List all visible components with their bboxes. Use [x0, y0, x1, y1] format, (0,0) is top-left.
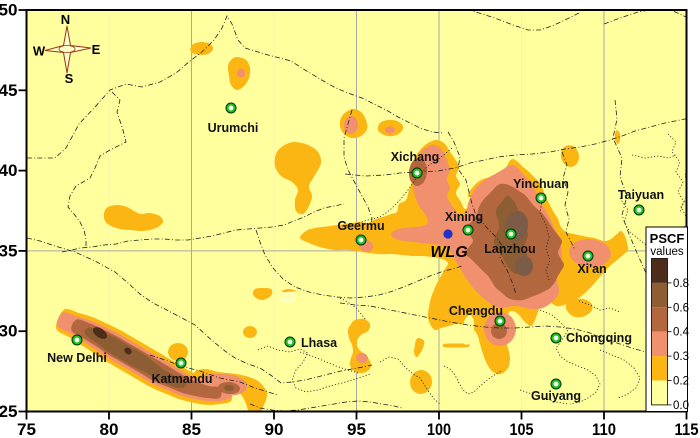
svg-text:values: values [650, 246, 683, 258]
svg-text:S: S [65, 71, 74, 86]
svg-text:0.4: 0.4 [673, 327, 690, 339]
svg-text:85: 85 [182, 420, 201, 438]
svg-text:Yinchuan: Yinchuan [513, 177, 569, 191]
svg-text:0.3: 0.3 [673, 351, 689, 363]
svg-text:W: W [33, 44, 46, 59]
svg-text:Guiyang: Guiyang [531, 389, 581, 403]
svg-text:Katmandu: Katmandu [151, 372, 212, 386]
svg-text:45: 45 [0, 81, 18, 100]
svg-text:75: 75 [17, 420, 36, 438]
svg-text:Urumchi: Urumchi [208, 121, 259, 135]
svg-text:30: 30 [0, 322, 18, 341]
svg-text:0.2: 0.2 [673, 376, 689, 388]
svg-text:Geermu: Geermu [337, 219, 384, 233]
svg-text:115: 115 [675, 420, 699, 438]
svg-text:Taiyuan: Taiyuan [618, 188, 664, 202]
svg-text:80: 80 [100, 420, 119, 438]
svg-text:40: 40 [0, 161, 18, 180]
svg-text:0.6: 0.6 [673, 302, 689, 314]
svg-text:100: 100 [427, 420, 451, 438]
svg-text:0.8: 0.8 [673, 278, 689, 290]
svg-text:N: N [61, 12, 70, 27]
svg-text:105: 105 [510, 420, 534, 438]
svg-text:Lhasa: Lhasa [301, 336, 338, 350]
svg-text:Lanzhou: Lanzhou [484, 242, 535, 256]
svg-text:50: 50 [0, 1, 18, 20]
svg-text:0.0: 0.0 [673, 400, 689, 412]
svg-text:110: 110 [592, 420, 616, 438]
svg-text:25: 25 [0, 402, 18, 421]
svg-text:Xining: Xining [445, 210, 483, 224]
svg-text:WLG: WLG [430, 244, 467, 261]
svg-text:PSCF: PSCF [650, 231, 685, 246]
svg-text:New Delhi: New Delhi [47, 351, 107, 365]
svg-text:95: 95 [347, 420, 366, 438]
svg-text:Xichang: Xichang [391, 150, 440, 164]
svg-text:Xi'an: Xi'an [577, 262, 606, 276]
svg-text:Chengdu: Chengdu [449, 304, 503, 318]
svg-text:90: 90 [265, 420, 284, 438]
svg-text:Chongqing: Chongqing [566, 331, 632, 345]
svg-text:35: 35 [0, 241, 18, 260]
svg-text:E: E [92, 42, 101, 57]
